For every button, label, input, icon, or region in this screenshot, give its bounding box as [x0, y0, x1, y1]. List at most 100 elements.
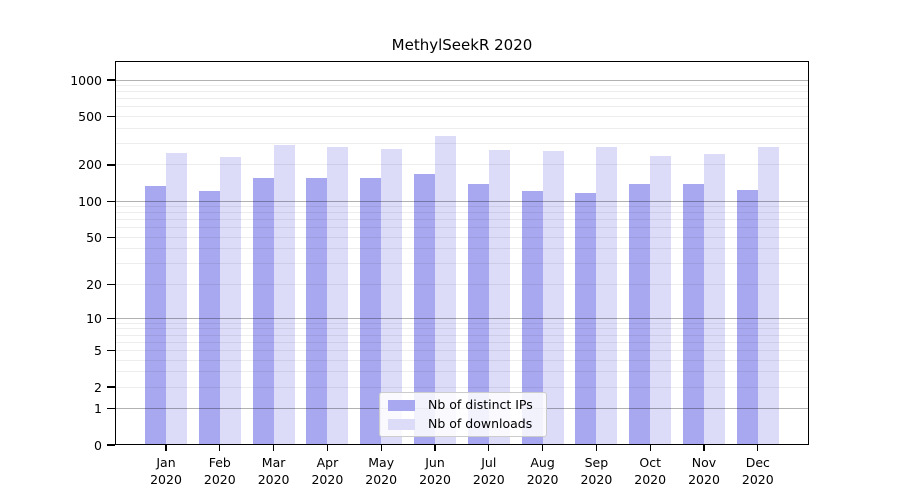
x-tick-year: 2020 [150, 472, 182, 487]
x-tick-label-apr: Apr 2020 [303, 454, 351, 488]
gridline-major [115, 317, 809, 319]
x-tick-mark [541, 445, 544, 451]
gridline-minor [115, 219, 809, 221]
bar-downloads-dec [757, 147, 779, 445]
x-tick-mark [272, 445, 275, 451]
legend-item-distinct-ips: Nb of distinct IPs [388, 398, 538, 412]
x-tick-label-may: May 2020 [357, 454, 405, 488]
y-tick-mark [107, 349, 115, 351]
x-tick-label-jun: Jun 2020 [411, 454, 459, 488]
bar-distinct-ips-oct [629, 184, 651, 445]
x-tick-month: Dec [745, 455, 770, 470]
gridline-minor [115, 263, 809, 265]
y-tick-label: 0 [94, 437, 102, 453]
gridline-minor [115, 283, 809, 285]
gridline-minor [115, 85, 809, 87]
bar-distinct-ips-mar [252, 177, 274, 445]
gridline-minor [115, 341, 809, 343]
bar-downloads-jan [166, 153, 187, 445]
gridline-minor [115, 116, 809, 118]
gridline-minor [115, 322, 809, 324]
gridline-minor [115, 106, 809, 108]
legend-swatch-distinct-ips [388, 399, 415, 411]
bar-distinct-ips-nov [683, 184, 704, 445]
gridline-minor [115, 98, 809, 100]
x-tick-mark [595, 445, 598, 451]
y-tick-mark [107, 236, 115, 238]
y-tick-mark [107, 115, 115, 118]
y-tick-mark [107, 164, 115, 166]
x-tick-month: Oct [639, 455, 661, 470]
bar-distinct-ips-jun [414, 173, 435, 445]
legend-item-downloads: Nb of downloads [388, 417, 538, 431]
legend-label-distinct-ips: Nb of distinct IPs [428, 397, 533, 412]
y-tick-mark [107, 79, 115, 81]
gridline-major [115, 79, 809, 81]
x-tick-label-jul: Jul 2020 [465, 454, 513, 488]
x-tick-mark [488, 445, 490, 451]
x-tick-month: Aug [530, 455, 555, 470]
gridline-minor [115, 248, 809, 250]
gridline-minor [115, 91, 809, 93]
gridline-minor [115, 206, 809, 208]
x-tick-year: 2020 [688, 472, 720, 487]
bar-distinct-ips-feb [198, 191, 220, 445]
legend-label-downloads: Nb of downloads [428, 416, 533, 431]
x-tick-year: 2020 [311, 472, 344, 487]
gridline-major [115, 200, 809, 202]
x-tick-month: Jul [481, 455, 497, 470]
bar-downloads-jun [435, 136, 456, 445]
x-tick-month: May [368, 455, 395, 470]
x-tick-year: 2020 [365, 472, 398, 487]
bar-distinct-ips-sep [575, 193, 597, 445]
x-tick-mark [649, 445, 651, 451]
y-tick-label: 200 [78, 157, 102, 173]
x-tick-month: Sep [584, 455, 609, 470]
bar-distinct-ips-apr [306, 177, 328, 445]
plot-area: 0 1 2 5 10 20 50 100 200 500 1000 Jan 2020 Feb 2020 Mar… [70, 61, 809, 487]
x-tick-month: Jun [425, 455, 445, 470]
bar-distinct-ips-jan [145, 186, 166, 445]
bar-downloads-feb [219, 157, 241, 445]
x-tick-mark [326, 445, 328, 451]
bar-downloads-may [381, 148, 403, 445]
x-tick-month: Feb [208, 455, 231, 470]
y-tick-mark [107, 407, 115, 409]
legend: Nb of distinct IPs Nb of downloads [379, 392, 547, 437]
gridline-minor [115, 127, 809, 129]
bar-distinct-ips-may [360, 177, 382, 445]
x-tick-year: 2020 [741, 472, 774, 487]
x-tick-month: Mar [261, 455, 286, 470]
x-tick-label-oct: Oct 2020 [626, 454, 674, 488]
bar-distinct-ips-aug [521, 191, 543, 445]
x-tick-year: 2020 [257, 472, 290, 487]
x-tick-label-nov: Nov 2020 [680, 454, 728, 488]
gridline-minor [115, 236, 809, 238]
y-tick-label: 1000 [70, 72, 102, 88]
x-tick-mark [219, 445, 221, 451]
x-tick-label-jan: Jan 2020 [142, 454, 190, 488]
x-tick-month: Nov [691, 455, 717, 470]
gridline-minor [115, 212, 809, 214]
y-tick-label: 2 [94, 379, 102, 395]
x-tick-year: 2020 [472, 472, 505, 487]
bar-downloads-oct [650, 156, 672, 445]
x-tick-mark [703, 445, 705, 451]
x-tick-label-dec: Dec 2020 [734, 454, 782, 488]
x-tick-month: Apr [316, 455, 339, 470]
x-tick-label-feb: Feb 2020 [196, 454, 244, 488]
gridline-minor [115, 386, 809, 388]
bar-downloads-apr [327, 146, 349, 445]
y-tick-mark [107, 283, 115, 285]
y-tick-mark [107, 200, 115, 202]
y-tick-mark [107, 317, 115, 319]
y-tick-label: 50 [86, 229, 102, 245]
x-tick-year: 2020 [419, 472, 451, 487]
chart-title: MethylSeekR 2020 [391, 36, 533, 54]
x-tick-mark [434, 445, 436, 451]
gridline-minor [115, 349, 809, 351]
gridline-minor [115, 359, 809, 361]
x-tick-label-aug: Aug 2020 [519, 454, 567, 488]
x-tick-mark [757, 445, 759, 451]
x-tick-mark [380, 445, 382, 451]
